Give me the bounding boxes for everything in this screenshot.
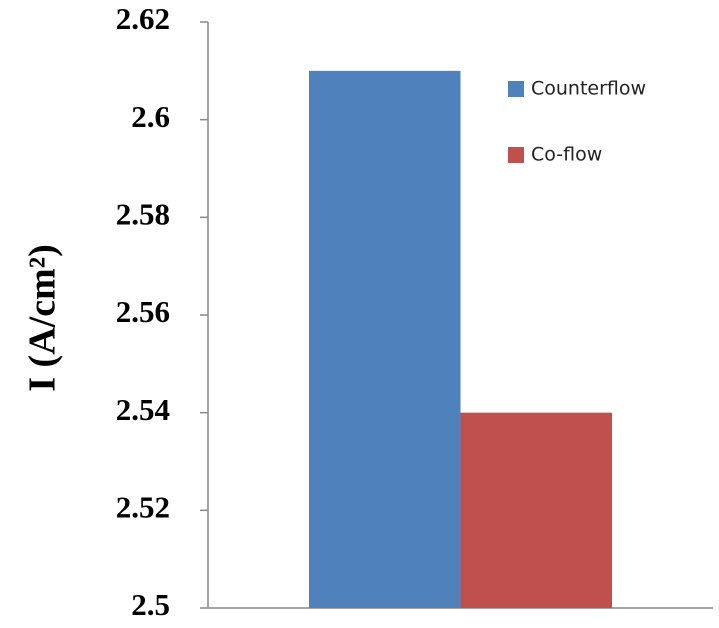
legend-label: Counterflow [531, 78, 646, 100]
legend-swatch [508, 147, 524, 163]
y-tick-label: 2.58 [116, 196, 170, 231]
legend-label: Co-flow [531, 144, 602, 166]
y-tick-label: 2.5 [131, 587, 170, 622]
y-tick-label: 2.62 [116, 1, 170, 36]
y-tick-label: 2.52 [116, 489, 170, 524]
y-tick-label: 2.56 [116, 294, 170, 329]
bar [460, 412, 612, 608]
y-tick-label: 2.54 [116, 392, 170, 427]
legend-swatch [508, 81, 524, 97]
y-tick-label: 2.6 [131, 99, 170, 134]
y-axis-label: I (A/cm²) [22, 244, 64, 392]
bar [309, 70, 461, 609]
